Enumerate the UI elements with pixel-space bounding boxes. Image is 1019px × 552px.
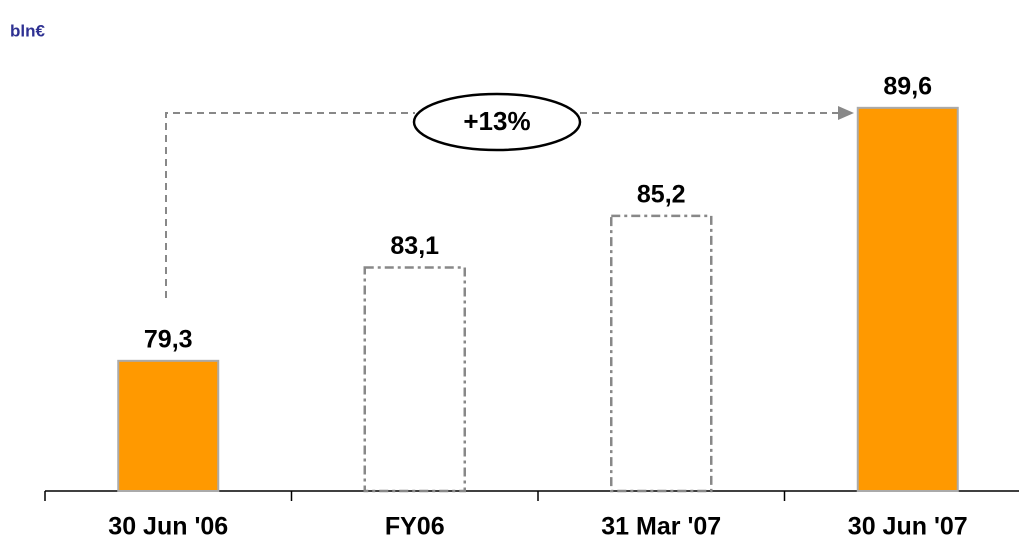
value-label: 79,3 bbox=[144, 325, 193, 353]
arrow-line bbox=[165, 112, 415, 298]
x-tick-label: FY06 bbox=[385, 513, 445, 541]
x-tick-label: 31 Mar '07 bbox=[601, 513, 721, 541]
bar bbox=[117, 359, 220, 492]
bar bbox=[363, 266, 466, 493]
value-label: 83,1 bbox=[390, 232, 439, 260]
x-tick-label: 30 Jun '06 bbox=[108, 513, 228, 541]
value-label: 85,2 bbox=[637, 181, 686, 209]
annotation-ellipse bbox=[412, 92, 582, 152]
value-label: 89,6 bbox=[883, 72, 932, 100]
annotation: +13% bbox=[463, 106, 530, 136]
x-tick-label: 30 Jun '07 bbox=[848, 513, 968, 541]
bar bbox=[856, 106, 959, 492]
unit-label: bln€ bbox=[10, 21, 45, 40]
bar bbox=[610, 214, 713, 493]
growth-arrow bbox=[165, 92, 854, 298]
arrow-head bbox=[838, 106, 854, 120]
